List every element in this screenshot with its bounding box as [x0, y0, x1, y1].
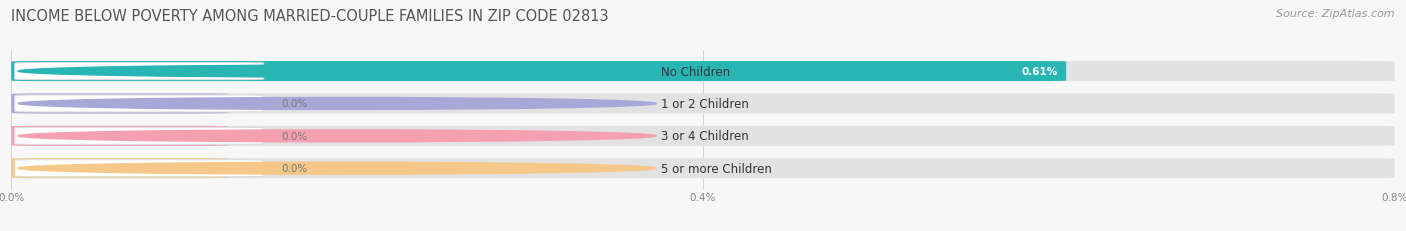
FancyBboxPatch shape [14, 95, 264, 112]
Circle shape [18, 130, 657, 142]
FancyBboxPatch shape [11, 94, 229, 114]
FancyBboxPatch shape [11, 126, 1395, 146]
Text: 5 or more Children: 5 or more Children [661, 162, 772, 175]
Text: No Children: No Children [661, 65, 731, 78]
Text: INCOME BELOW POVERTY AMONG MARRIED-COUPLE FAMILIES IN ZIP CODE 02813: INCOME BELOW POVERTY AMONG MARRIED-COUPL… [11, 9, 609, 24]
FancyBboxPatch shape [14, 160, 264, 177]
FancyBboxPatch shape [11, 94, 1395, 114]
FancyBboxPatch shape [14, 63, 264, 80]
Text: 1 or 2 Children: 1 or 2 Children [661, 97, 749, 110]
Text: 0.0%: 0.0% [281, 99, 308, 109]
FancyBboxPatch shape [11, 62, 1066, 82]
Circle shape [18, 98, 657, 110]
FancyBboxPatch shape [11, 158, 229, 179]
Text: Source: ZipAtlas.com: Source: ZipAtlas.com [1277, 9, 1395, 19]
FancyBboxPatch shape [11, 158, 1395, 179]
Circle shape [18, 163, 657, 174]
Circle shape [18, 66, 657, 78]
FancyBboxPatch shape [14, 128, 264, 145]
Text: 3 or 4 Children: 3 or 4 Children [661, 130, 749, 143]
Text: 0.0%: 0.0% [281, 131, 308, 141]
Text: 0.0%: 0.0% [281, 164, 308, 173]
Text: 0.61%: 0.61% [1021, 67, 1057, 77]
FancyBboxPatch shape [11, 62, 1395, 82]
FancyBboxPatch shape [11, 126, 229, 146]
